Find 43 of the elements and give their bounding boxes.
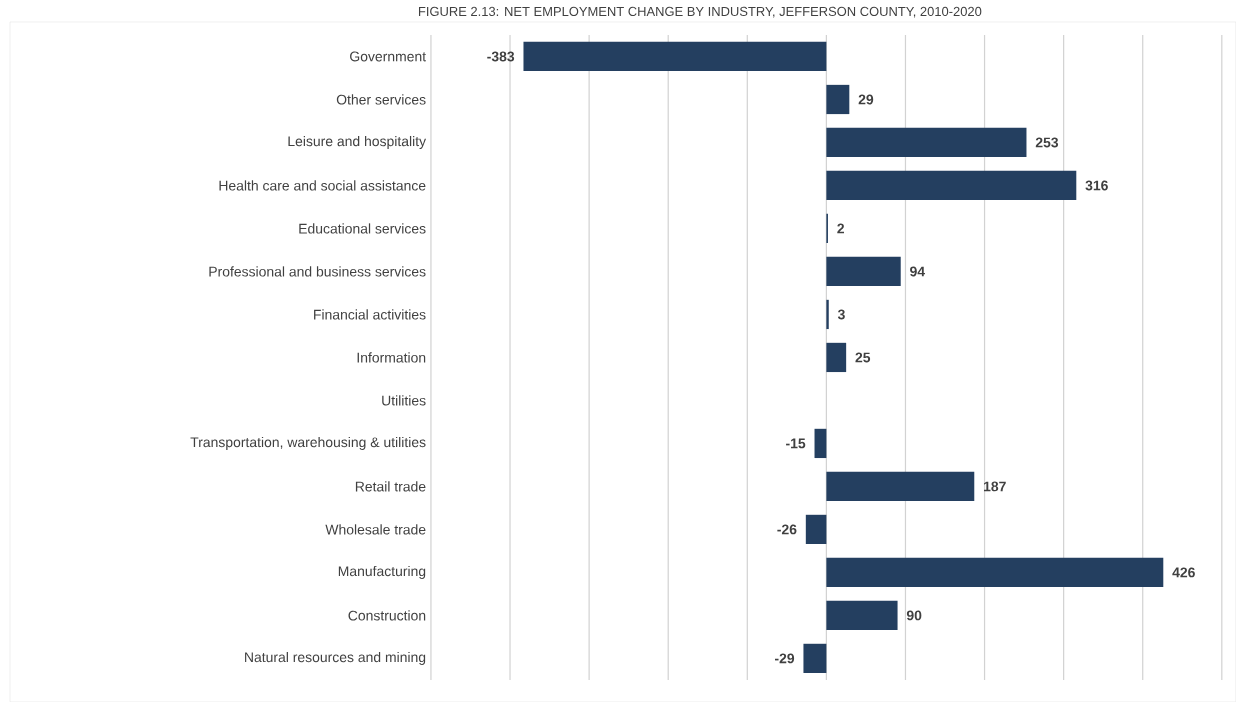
bar: [826, 557, 1164, 587]
y-tick-label: Government: [350, 51, 426, 62]
y-tick-label: Professional and business services: [209, 266, 426, 277]
data-label: -29: [774, 653, 795, 664]
y-tick-label: Educational services: [299, 223, 426, 234]
y-tick-label: Wholesale trade: [325, 524, 426, 535]
data-label: 316: [1085, 180, 1108, 191]
bar: [826, 342, 847, 373]
bar: [826, 170, 1077, 201]
bar: [826, 299, 829, 330]
data-label: 253: [1035, 137, 1059, 148]
bar: [826, 256, 901, 287]
y-tick-label: Health care and social assistance: [219, 180, 426, 191]
data-label: -383: [487, 51, 515, 62]
data-label: -26: [777, 524, 797, 535]
data-label: 426: [1172, 567, 1195, 578]
y-tick-label: Natural resources and mining: [245, 651, 426, 665]
data-label: -15: [786, 438, 806, 449]
bar: [523, 41, 827, 72]
data-label: 94: [910, 266, 926, 277]
y-tick-label: Transportation, warehousing & utilities: [190, 436, 426, 450]
data-label: 187: [984, 481, 1006, 492]
y-tick-label: Retail trade: [355, 481, 426, 492]
y-tick-label: Utilities: [382, 395, 426, 406]
y-tick-label: Other services: [336, 94, 426, 105]
y-tick-label: Leisure and hospitality: [288, 135, 427, 149]
bar: [803, 643, 827, 673]
chart-title: FIGURE 2.13: NET EMPLOYMENT CHANGE BY INDUSTRY, JEFFERSON COUNTY, 2010-2020: [418, 6, 982, 18]
bar: [826, 84, 850, 115]
bar: [826, 127, 1027, 158]
data-label: 2: [837, 223, 845, 234]
y-tick-label: Construction: [348, 610, 426, 621]
data-label: 25: [855, 352, 871, 363]
y-tick-label: Financial activities: [314, 309, 426, 320]
bar: [826, 471, 975, 502]
bar: [826, 600, 898, 630]
data-label: 29: [858, 94, 874, 105]
data-label: 90: [906, 610, 922, 621]
bar: [805, 514, 827, 544]
data-label: 3: [837, 309, 845, 320]
y-tick-label: Manufacturing: [338, 565, 426, 579]
y-tick-label: Information: [357, 352, 426, 363]
bar: [814, 428, 827, 459]
